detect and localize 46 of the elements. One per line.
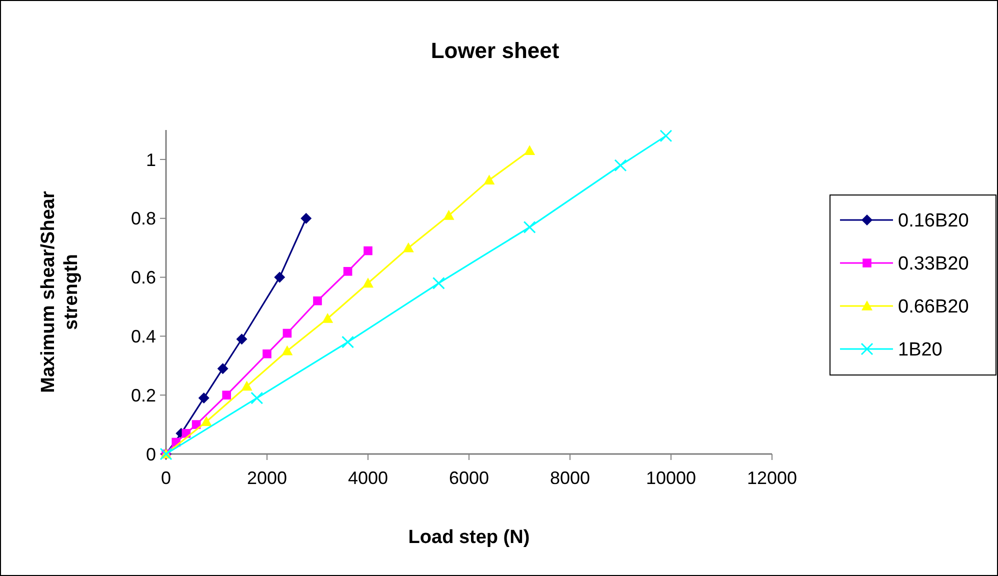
point bbox=[484, 174, 495, 184]
y-axis-title: Maximum shear/Shear strength bbox=[38, 190, 82, 393]
point bbox=[198, 392, 210, 404]
point bbox=[432, 276, 445, 290]
point bbox=[313, 296, 322, 306]
x-tick-label: 0 bbox=[160, 468, 172, 488]
point bbox=[300, 212, 312, 224]
chart-title: Lower sheet bbox=[430, 38, 560, 63]
point bbox=[362, 278, 374, 288]
point bbox=[342, 336, 354, 348]
point bbox=[523, 220, 536, 234]
point bbox=[241, 380, 252, 391]
point bbox=[364, 246, 372, 256]
point bbox=[282, 328, 292, 338]
x-tick-label: 6000 bbox=[448, 468, 490, 488]
x-tick-label: 8000 bbox=[550, 468, 590, 488]
y-tick-label: 0.2 bbox=[130, 385, 156, 406]
point bbox=[443, 210, 454, 220]
point bbox=[250, 392, 264, 404]
legend-label: 0.16B20 bbox=[898, 210, 969, 232]
point bbox=[262, 349, 272, 358]
point bbox=[614, 159, 627, 172]
y-tick-label: 0.8 bbox=[130, 208, 156, 229]
point bbox=[274, 272, 286, 283]
x-tick-label: 4000 bbox=[348, 468, 388, 488]
point bbox=[402, 242, 414, 252]
point bbox=[217, 363, 228, 374]
point bbox=[322, 313, 334, 323]
legend-label: 0.33B20 bbox=[898, 254, 969, 275]
x-tick-label: 12000 bbox=[746, 468, 798, 488]
point bbox=[222, 390, 231, 400]
legend-label: 0.66B20 bbox=[898, 296, 969, 318]
point bbox=[236, 334, 248, 345]
y-tick-label: 0.6 bbox=[130, 268, 156, 288]
point bbox=[524, 145, 536, 156]
y-tick-label: 0.4 bbox=[130, 326, 156, 346]
legend-label: 1B20 bbox=[898, 340, 942, 361]
point bbox=[282, 345, 293, 356]
y-tick-label: 0 bbox=[146, 444, 156, 464]
x-axis-title: Load step (N) bbox=[408, 527, 530, 548]
point bbox=[660, 130, 672, 142]
x-tick-label: 10000 bbox=[646, 468, 696, 488]
point bbox=[343, 266, 352, 276]
point bbox=[200, 416, 212, 426]
x-tick-label: 2000 bbox=[246, 468, 288, 488]
y-tick-label: 1 bbox=[146, 150, 156, 170]
